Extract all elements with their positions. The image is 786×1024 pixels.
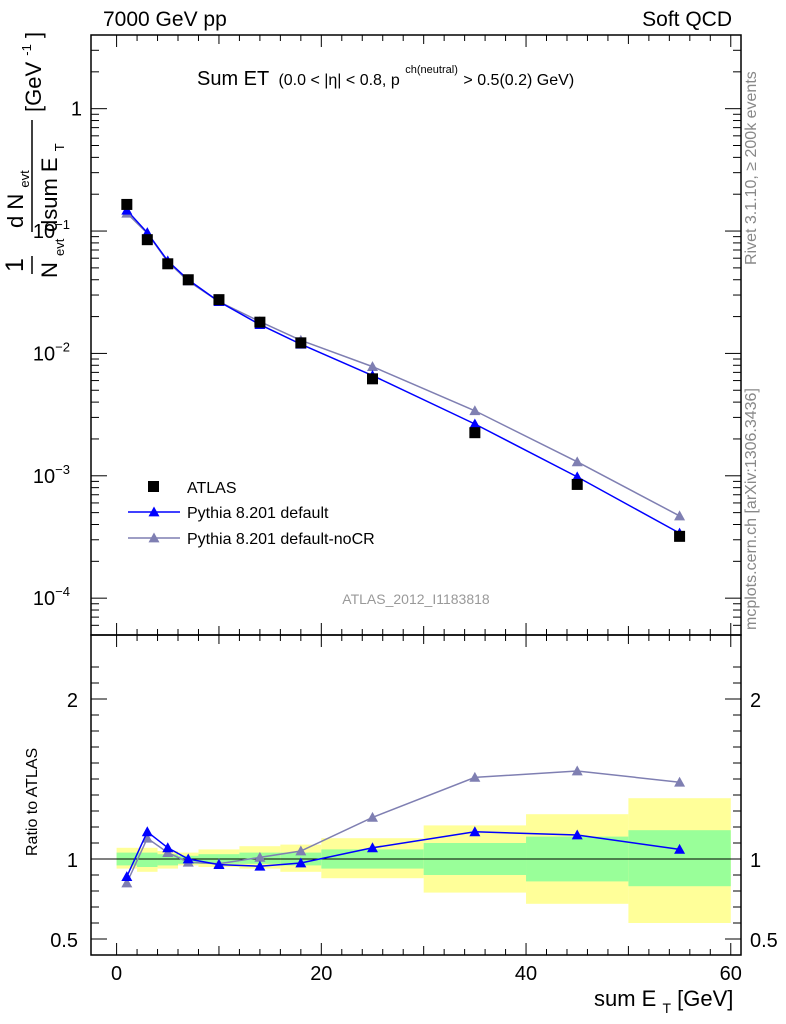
series-line-2: [126, 212, 680, 517]
main-y-tick-label-0: 10−4: [33, 584, 70, 610]
ylabel-n-sub: evt: [52, 238, 67, 256]
legend-marker-atlas: [148, 481, 159, 492]
atlas-point: [254, 316, 266, 328]
ratio-point: [571, 765, 583, 776]
atlas-point: [213, 294, 225, 306]
ratio-point: [366, 842, 378, 853]
ratio-y-tick-label-0: 0.5: [50, 930, 78, 952]
ratio-point: [254, 851, 266, 862]
atlas-point: [674, 530, 686, 542]
x-tick-label-2: 40: [515, 963, 537, 985]
beam-label: 7000 GeV pp: [103, 8, 227, 31]
legend-label-nocr: Pythia 8.201 default-noCR: [187, 531, 375, 548]
series-1-point: [571, 471, 583, 482]
ylabel-dsum: dsum E: [37, 157, 62, 232]
xlabel-sub: T: [662, 1000, 671, 1016]
process-label: Soft QCD: [642, 8, 732, 31]
legend-marker-nocr: [148, 532, 160, 543]
atlas-point: [366, 373, 378, 385]
series-2-point: [469, 405, 481, 416]
x-axis-label: sum E T [GeV]: [594, 986, 733, 1018]
ylabel-n: N: [37, 262, 62, 278]
ratio-point: [571, 829, 583, 840]
ylabel-dsum-sub: T: [52, 143, 67, 151]
series-2-point: [571, 456, 583, 467]
svg-text:N evt: N evt: [37, 238, 67, 278]
main-y-tick-label-4: 1: [71, 99, 82, 121]
ylabel-unit-end: ]: [21, 32, 46, 38]
ratio-y-tick-label-right-0: 0.5: [750, 930, 778, 952]
main-y-tick-label-2: 10−2: [33, 339, 70, 365]
ratio-y-tick-label-right-1: 1: [750, 850, 761, 872]
analysis-watermark: ATLAS_2012_I1183818: [342, 591, 490, 607]
atlas-point: [141, 234, 153, 246]
atlas-point: [121, 198, 133, 210]
ratio-y-tick-label-1: 1: [67, 850, 78, 872]
main-y-axis-label: 1 N evt d N evt dsum E T [GeV -1 ]: [1, 32, 67, 278]
ylabel-one: 1: [1, 258, 29, 272]
ratio-point: [674, 843, 686, 854]
title-condition-end: > 0.5(0.2) GeV): [463, 72, 574, 89]
band-inner-10: [628, 830, 731, 887]
legend-label-default: Pythia 8.201 default: [187, 505, 329, 522]
ratio-plot-series: [121, 765, 686, 888]
series-2-point: [366, 361, 378, 372]
atlas-point: [182, 274, 194, 286]
ratio-point: [469, 771, 481, 782]
title-superscript: ch(neutral): [405, 64, 458, 76]
title-condition: (0.0 < |η| < 0.8, p: [278, 72, 399, 89]
svg-text:d N evt: d N evt: [3, 170, 32, 228]
series-2-point: [674, 510, 686, 521]
title-main: Sum ET: [197, 68, 269, 90]
ratio-point: [162, 842, 174, 853]
ratio-point: [141, 832, 153, 843]
ratio-point: [469, 826, 481, 837]
legend: ATLAS Pythia 8.201 default Pythia 8.201 …: [128, 480, 375, 548]
ratio-point: [213, 859, 225, 869]
ratio-point: [121, 877, 133, 888]
ratio-y-axis-label: Ratio to ATLAS: [24, 748, 41, 856]
legend-label-atlas: ATLAS: [187, 480, 237, 497]
band-inner-2: [157, 854, 179, 866]
atlas-point: [295, 337, 307, 349]
axes-labels: 0 20 40 60 10−4 10−3 10−2 10−1 1 0.5 0.5 1 1 2 2: [33, 34, 778, 985]
ylabel-dn: d N: [3, 194, 28, 228]
ratio-point: [254, 860, 266, 871]
svg-text:[GeV -1 ]: [GeV -1 ]: [11, 32, 46, 112]
ylabel-dn-sub: evt: [17, 170, 32, 188]
atlas-point: [469, 427, 481, 439]
x-tick-label-0: 0: [111, 963, 122, 985]
atlas-point: [571, 478, 583, 490]
ratio-point: [295, 857, 307, 868]
ratio-y-tick-label-2: 2: [67, 690, 78, 712]
ratio-point: [141, 826, 153, 837]
ylabel-unit-sup: -1: [19, 44, 34, 56]
ratio-point: [182, 853, 194, 864]
band-inner-1: [137, 852, 158, 867]
x-tick-label-1: 20: [310, 963, 332, 985]
x-tick-label-3: 60: [720, 963, 742, 985]
ratio-uncertainty-bands: [116, 798, 731, 923]
atlas-point: [162, 258, 174, 270]
ylabel-unit: [GeV: [21, 62, 46, 112]
xlabel-main: sum E: [594, 986, 656, 1011]
main-y-tick-label-3: 10−1: [33, 217, 70, 243]
ratio-point: [121, 871, 133, 881]
main-plot-series: [121, 198, 686, 542]
ratio-point: [366, 811, 378, 822]
main-y-tick-label-1: 10−3: [33, 462, 70, 488]
legend-markers: [128, 481, 180, 543]
ratio-point: [295, 845, 307, 856]
series-1-point: [469, 418, 481, 429]
svg-text:dsum E T: dsum E T: [37, 143, 67, 232]
chart-title: Sum ET (0.0 < |η| < 0.8, p ch(neutral) >…: [197, 56, 574, 90]
legend-marker-default: [148, 506, 160, 517]
xlabel-unit: [GeV]: [677, 986, 733, 1011]
ratio-y-tick-label-right-2: 2: [750, 690, 761, 712]
ratio-point: [674, 776, 686, 787]
